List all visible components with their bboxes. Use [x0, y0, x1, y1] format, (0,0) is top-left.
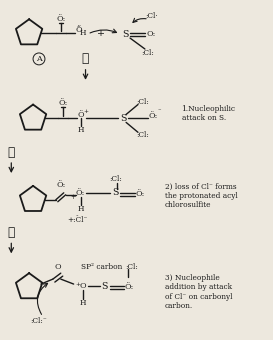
Text: O:: O: [146, 30, 156, 38]
Text: 3) Nucleophile
addition by attack
of Cl⁻ on carbonyl
carbon.: 3) Nucleophile addition by attack of Cl⁻… [165, 274, 232, 310]
Text: 2) loss of Cl⁻ forms
the protonated acyl
chlorosulfite: 2) loss of Cl⁻ forms the protonated acyl… [165, 183, 238, 209]
Text: ①: ① [82, 52, 89, 65]
Text: +: + [75, 282, 80, 287]
Text: S: S [101, 282, 108, 291]
Text: Ö:: Ö: [56, 15, 66, 23]
Text: Ö:: Ö: [76, 189, 85, 197]
Text: :Cl:: :Cl: [136, 98, 149, 105]
Text: S: S [120, 114, 126, 123]
Text: H: H [77, 126, 84, 134]
Text: H: H [79, 29, 86, 37]
Text: ⁻: ⁻ [158, 108, 162, 117]
Text: :Cl:: :Cl: [136, 131, 149, 139]
Text: ..: .. [76, 21, 81, 29]
Text: Ö:: Ö: [135, 190, 145, 198]
Text: +: + [70, 193, 75, 201]
Text: :Cl:: :Cl: [109, 175, 122, 183]
Text: +: + [83, 109, 88, 114]
Text: ②: ② [8, 146, 15, 159]
Text: SP² carbon: SP² carbon [81, 263, 122, 271]
Text: Ö:: Ö: [124, 283, 134, 291]
Text: :Cl·: :Cl· [146, 12, 158, 20]
Text: Ö:: Ö: [56, 181, 66, 189]
Text: H: H [77, 205, 84, 213]
Text: :Cl:: :Cl: [126, 263, 138, 271]
Text: Ö: Ö [77, 112, 84, 119]
Text: :Cl:⁻: :Cl:⁻ [31, 317, 48, 325]
Text: ..: .. [76, 212, 79, 217]
Text: S: S [122, 30, 128, 39]
Text: +: + [97, 29, 105, 38]
Text: :Cl:: :Cl: [141, 49, 154, 57]
Text: 1.Nucleophilic
attack on S.: 1.Nucleophilic attack on S. [182, 104, 236, 122]
Text: Ö:: Ö: [58, 99, 67, 106]
Text: S: S [112, 188, 118, 197]
Text: H: H [79, 299, 86, 307]
Text: O: O [55, 263, 61, 271]
Text: Ö:: Ö: [148, 113, 158, 120]
Text: +:Cl⁻: +:Cl⁻ [67, 216, 88, 224]
Text: Ö: Ö [75, 26, 82, 34]
Text: O: O [79, 282, 86, 290]
Text: A: A [36, 55, 42, 63]
Text: ③: ③ [8, 226, 15, 239]
